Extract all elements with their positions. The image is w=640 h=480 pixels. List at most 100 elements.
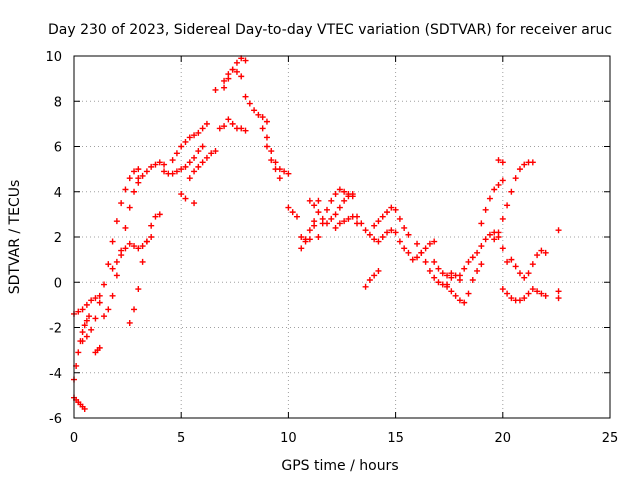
data-point [362,227,369,234]
data-point [349,193,356,200]
data-point [392,206,399,213]
data-point [491,186,498,193]
data-point [109,265,116,272]
data-point [401,245,408,252]
data-point [113,258,120,265]
data-point [529,286,536,293]
data-point [272,166,279,173]
data-point [469,254,476,261]
data-point [96,292,103,299]
data-series [71,292,103,317]
data-point [315,209,322,216]
data-series [298,218,318,252]
data-point [88,297,95,304]
data-point [478,261,485,268]
data-point [332,191,339,198]
data-point [534,252,541,259]
data-point [362,283,369,290]
data-point [178,143,185,150]
data-point [285,170,292,177]
data-point [534,288,541,295]
data-point [426,240,433,247]
data-point [173,168,180,175]
data-point [366,231,373,238]
data-point [499,215,506,222]
data-series [508,247,549,281]
data-point [122,186,129,193]
data-point [86,313,93,320]
data-point [238,125,245,132]
data-point [336,220,343,227]
data-point [405,249,412,256]
data-point [311,218,318,225]
data-point [414,240,421,247]
data-point [508,256,515,263]
data-series [371,204,412,238]
data-point [182,195,189,202]
data-series [109,234,155,272]
data-series [161,143,206,177]
data-point [242,57,249,64]
data-point [435,279,442,286]
data-point [345,215,352,222]
data-point [328,215,335,222]
data-point [336,186,343,193]
data-series [169,120,210,164]
data-point [456,272,463,279]
data-series [495,157,506,166]
data-point [221,84,228,91]
data-point [499,159,506,166]
data-point [191,132,198,139]
data-point [263,134,270,141]
data-point [88,326,95,333]
y-axis-label: SDTVAR / TECUs [7,180,23,295]
data-point [431,238,438,245]
data-point [182,163,189,170]
data-point [242,93,249,100]
data-point [118,200,125,207]
x-tick-label: 10 [280,431,297,446]
data-point [233,68,240,75]
data-point [525,290,532,297]
data-point [148,222,155,229]
data-point [83,317,90,324]
data-series [186,148,219,182]
data-point [542,292,549,299]
data-point [405,231,412,238]
data-point [109,292,116,299]
data-point [302,236,309,243]
data-point [379,234,386,240]
data-point [182,138,189,145]
data-point [516,166,523,173]
data-point [439,270,446,277]
data-point [426,267,433,274]
data-series [259,125,292,177]
data-point [306,227,313,234]
data-point [486,231,493,238]
data-point [388,227,395,234]
data-point [255,111,262,118]
data-point [323,206,330,213]
data-point [83,301,90,308]
data-series [375,227,399,245]
data-point [508,295,515,302]
y-tick-label: -4 [49,367,62,382]
data-point [92,295,99,302]
data-point [135,179,142,186]
chart-title: Day 230 of 2023, Sidereal Day-to-day VTE… [48,22,612,38]
data-point [542,249,549,256]
data-point [105,306,112,313]
data-point [75,308,82,315]
x-tick-label: 15 [387,431,404,446]
data-point [113,218,120,225]
data-point [152,161,159,168]
data-point [191,154,198,161]
data-series [221,55,249,91]
data-series [555,227,562,302]
data-point [555,288,562,295]
data-point [298,234,305,240]
data-point [456,297,463,304]
data-point [371,222,378,229]
y-axis-ticks: -6 -4 -2 0 2 4 6 8 10 [45,50,610,427]
